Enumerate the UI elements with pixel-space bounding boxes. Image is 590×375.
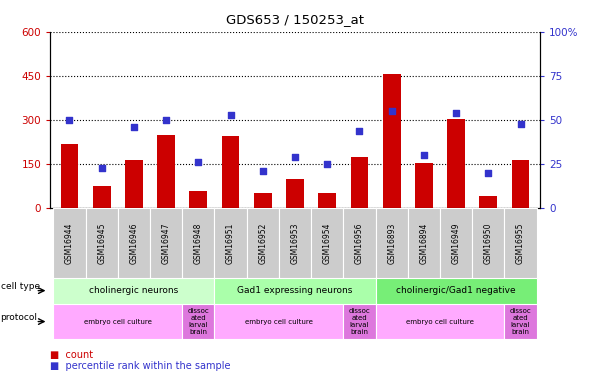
Point	[226, 112, 235, 118]
Bar	[93, 186, 110, 208]
Text: embryo cell culture: embryo cell culture	[84, 319, 152, 324]
Bar	[254, 194, 271, 208]
Bar	[182, 208, 214, 278]
Text: embryo cell culture: embryo cell culture	[245, 319, 313, 324]
Bar	[53, 304, 182, 339]
Bar	[447, 118, 465, 208]
Bar	[480, 196, 497, 208]
Point	[258, 168, 267, 174]
Text: GDS653 / 150253_at: GDS653 / 150253_at	[226, 13, 364, 26]
Bar	[214, 278, 376, 304]
Text: Gad1 expressing neurons: Gad1 expressing neurons	[237, 286, 353, 295]
Text: dissoc
ated
larval
brain: dissoc ated larval brain	[349, 308, 371, 335]
Text: GSM16952: GSM16952	[258, 222, 267, 264]
Text: GSM16947: GSM16947	[162, 222, 171, 264]
Point	[194, 159, 203, 165]
Bar	[504, 208, 537, 278]
Bar	[53, 208, 86, 278]
Bar	[150, 208, 182, 278]
Point	[484, 170, 493, 176]
Bar	[118, 208, 150, 278]
Bar	[214, 208, 247, 278]
Point	[97, 165, 106, 171]
Point	[387, 108, 396, 114]
Text: GSM16953: GSM16953	[290, 222, 300, 264]
Text: cholinergic neurons: cholinergic neurons	[89, 286, 179, 295]
Text: GSM16945: GSM16945	[97, 222, 106, 264]
Text: GSM16894: GSM16894	[419, 222, 428, 264]
Text: GSM16946: GSM16946	[129, 222, 139, 264]
Bar	[383, 75, 401, 208]
Bar	[350, 157, 368, 208]
Text: GSM16954: GSM16954	[323, 222, 332, 264]
Text: dissoc
ated
larval
brain: dissoc ated larval brain	[510, 308, 532, 335]
Bar	[512, 160, 529, 208]
Point	[290, 154, 300, 160]
Bar	[182, 304, 214, 339]
Bar	[408, 208, 440, 278]
Bar	[440, 208, 472, 278]
Bar	[286, 179, 304, 208]
Text: GSM16893: GSM16893	[387, 222, 396, 264]
Bar	[376, 304, 504, 339]
Text: GSM16950: GSM16950	[484, 222, 493, 264]
Point	[323, 161, 332, 167]
Bar	[222, 136, 240, 208]
Text: GSM16944: GSM16944	[65, 222, 74, 264]
Point	[516, 120, 525, 126]
Point	[355, 128, 364, 134]
Text: ■  percentile rank within the sample: ■ percentile rank within the sample	[50, 361, 231, 371]
Bar	[189, 190, 207, 208]
Text: GSM16949: GSM16949	[451, 222, 461, 264]
Text: cholinergic/Gad1 negative: cholinergic/Gad1 negative	[396, 286, 516, 295]
Bar	[343, 208, 376, 278]
Bar	[472, 208, 504, 278]
Point	[419, 152, 428, 158]
Text: dissoc
ated
larval
brain: dissoc ated larval brain	[188, 308, 209, 335]
Bar	[53, 278, 214, 304]
Text: GSM16948: GSM16948	[194, 222, 203, 264]
Point	[162, 117, 171, 123]
Bar	[214, 304, 343, 339]
Bar	[125, 160, 143, 208]
Bar	[376, 208, 408, 278]
Bar	[61, 144, 78, 208]
Bar	[158, 135, 175, 208]
Bar	[86, 208, 118, 278]
Bar	[376, 278, 537, 304]
Bar	[311, 208, 343, 278]
Bar	[319, 194, 336, 208]
Text: ■  count: ■ count	[50, 350, 93, 360]
Text: GSM16955: GSM16955	[516, 222, 525, 264]
Text: embryo cell culture: embryo cell culture	[406, 319, 474, 324]
Text: cell type: cell type	[1, 282, 40, 291]
Bar	[343, 304, 376, 339]
Text: GSM16956: GSM16956	[355, 222, 364, 264]
Bar	[247, 208, 279, 278]
Bar	[504, 304, 537, 339]
Point	[451, 110, 461, 116]
Point	[65, 117, 74, 123]
Point	[129, 124, 139, 130]
Bar	[415, 163, 432, 208]
Bar	[279, 208, 311, 278]
Text: GSM16951: GSM16951	[226, 222, 235, 264]
Text: protocol: protocol	[1, 314, 38, 322]
